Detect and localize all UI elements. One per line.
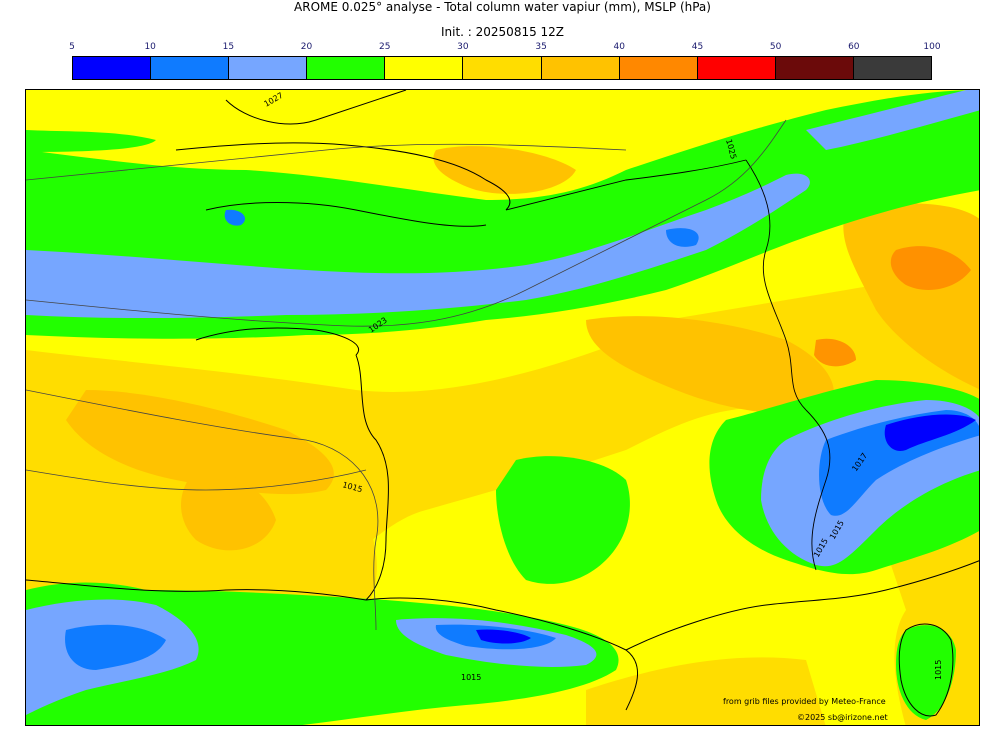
field-10-15-patches — [224, 209, 699, 247]
colorbar-tick-label: 60 — [848, 42, 860, 52]
colorbar-tick-label: 50 — [769, 42, 782, 52]
colorbar-segment — [619, 57, 698, 79]
colorbar-segment — [775, 57, 854, 79]
colorbar-segment — [541, 57, 620, 79]
colorbar-tick-label: 15 — [222, 42, 235, 52]
coastlines — [26, 90, 979, 717]
colorbar-tick-label: 100 — [923, 42, 941, 52]
field-15-20-band — [26, 90, 979, 319]
field-alps — [761, 400, 979, 567]
chart-subtitle: Init. : 20250815 12Z — [440, 25, 565, 39]
map-svg: 1027 1025 1023 1015 1017 1015 1015 1015 … — [26, 90, 979, 725]
colorbar-tick-label: 40 — [613, 42, 625, 52]
colorbar-segment — [229, 57, 308, 79]
field-35-40-zones — [26, 146, 979, 551]
field-pyrenees — [26, 599, 597, 715]
colorbar-tick-label: 30 — [457, 42, 469, 52]
colorbar-segment — [73, 57, 152, 79]
field-40-45-zones — [814, 246, 971, 367]
isobars — [26, 119, 787, 631]
colorbar-tick-label: 45 — [691, 42, 704, 52]
colorbar-tick-label: 35 — [535, 42, 547, 52]
isobar-label: 1015 — [461, 673, 481, 682]
borders — [505, 159, 831, 571]
chart-title: AROME 0.025° analyse - Total column wate… — [294, 0, 711, 14]
colorbar-segment — [853, 57, 932, 79]
colorbar-tick-label: 5 — [69, 42, 75, 52]
isobar-label: 1015 — [934, 660, 943, 680]
colorbar-tick-label: 25 — [378, 42, 391, 52]
colorbar-segment — [151, 57, 230, 79]
colorbar-segment — [307, 57, 386, 79]
colorbar-segment — [463, 57, 542, 79]
colorbar — [72, 56, 932, 80]
colorbar-tick-label: 10 — [144, 42, 156, 52]
credit-line-2: ©2025 sb@irizone.net — [797, 713, 888, 722]
colorbar-segment — [697, 57, 776, 79]
colorbar-segment — [385, 57, 464, 79]
map-panel: 1027 1025 1023 1015 1017 1015 1015 1015 … — [25, 89, 980, 726]
colorbar-tick-label: 20 — [300, 42, 313, 52]
credit-line-1: from grib files provided by Meteo-France — [723, 697, 886, 706]
